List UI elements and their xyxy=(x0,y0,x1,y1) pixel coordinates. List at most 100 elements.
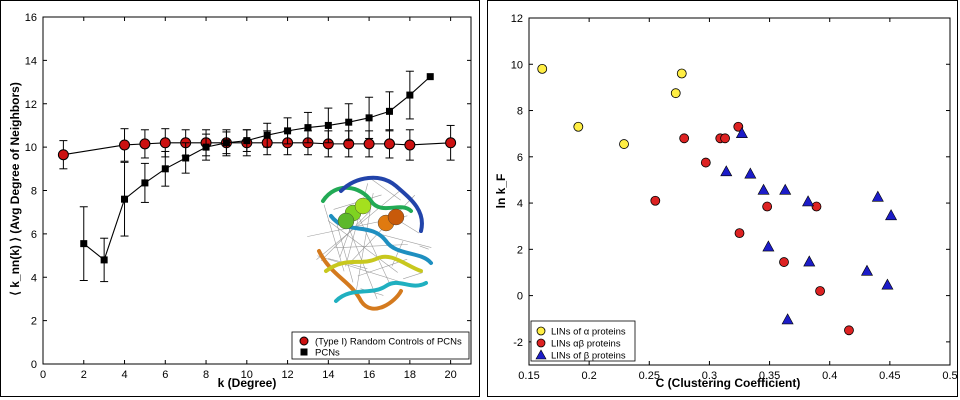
y-tick-label: 12 xyxy=(25,99,37,111)
x-tick-label: 8 xyxy=(203,369,209,381)
data-point xyxy=(881,278,894,290)
data-point xyxy=(757,183,770,195)
protein-ribbon xyxy=(339,175,424,233)
data-point xyxy=(815,286,825,296)
contact-mesh-line xyxy=(327,220,398,273)
plot-frame xyxy=(42,16,472,365)
data-point xyxy=(119,139,131,151)
data-point xyxy=(885,209,898,221)
data-point xyxy=(304,124,312,132)
data-point xyxy=(803,255,816,267)
data-point xyxy=(735,127,748,138)
contact-mesh-line xyxy=(391,240,404,267)
legend-box xyxy=(291,331,470,360)
y-tick-label: 2 xyxy=(31,316,37,328)
data-point xyxy=(619,139,629,149)
data-point xyxy=(345,118,353,126)
x-tick-label: 12 xyxy=(281,369,293,381)
y-axis-label: ln k_F xyxy=(494,174,508,209)
contact-mesh-line xyxy=(316,189,401,260)
data-point xyxy=(762,201,773,212)
y-tick-label: 6 xyxy=(517,152,523,164)
y-axis-label: ⟨ k_nn(k) ⟩ (Avg Degree of Neighbors) xyxy=(8,82,22,296)
data-point xyxy=(141,179,149,187)
data-point xyxy=(779,257,789,267)
y-tick-label: 2 xyxy=(517,244,523,256)
y-tick-label: 14 xyxy=(25,55,37,67)
data-point xyxy=(762,240,775,252)
x-tick-label: 10 xyxy=(241,369,253,381)
contact-mesh-line xyxy=(354,207,391,286)
data-point xyxy=(650,195,661,206)
residue-sphere xyxy=(354,197,372,215)
x-tick-label: 2 xyxy=(81,369,87,381)
contact-mesh-line xyxy=(355,192,374,295)
data-point xyxy=(733,121,744,132)
contact-mesh-line xyxy=(317,255,400,282)
data-point xyxy=(161,165,169,173)
y-tick-label: 0 xyxy=(31,359,37,371)
data-point xyxy=(202,143,210,151)
x-tick-label: 0 xyxy=(40,369,46,381)
right-chart-panel: 0.15 0.2 0.25 0.3 0.35 0.4 0.45 0.5 -2 0 2 4 6 8 10 12 … xyxy=(487,0,958,397)
legend-label: (Type I) Random Controls of PCNs xyxy=(315,337,462,348)
contact-mesh-line xyxy=(403,272,423,280)
data-point xyxy=(222,139,230,147)
x-tick-label: 0.35 xyxy=(759,370,780,382)
data-point xyxy=(121,195,129,203)
contact-mesh-line xyxy=(334,244,408,249)
x-tick-label: 14 xyxy=(322,369,334,381)
residue-sphere xyxy=(387,208,405,226)
x-tick-label: 16 xyxy=(363,369,375,381)
data-point xyxy=(426,73,434,81)
y-tick-label: 0 xyxy=(517,291,523,303)
legend-box xyxy=(530,320,636,362)
legend-label: LINs of α proteins xyxy=(551,327,626,338)
legend-marker xyxy=(535,349,547,360)
data-point xyxy=(383,138,395,150)
data-point xyxy=(779,183,792,195)
data-point xyxy=(670,88,681,99)
data-point xyxy=(781,313,794,325)
x-tick-label: 18 xyxy=(404,369,416,381)
data-point xyxy=(406,91,414,99)
data-point xyxy=(573,121,584,132)
data-point xyxy=(734,228,745,239)
x-tick-label: 0.4 xyxy=(822,370,837,382)
data-point xyxy=(324,121,332,129)
data-point xyxy=(80,240,88,248)
protein-ribbon xyxy=(334,280,428,303)
x-axis-label: k (Degree) xyxy=(218,376,277,390)
x-tick-label: 0.2 xyxy=(581,370,596,382)
data-point xyxy=(363,138,375,150)
data-point xyxy=(100,256,108,264)
data-point xyxy=(676,68,687,79)
data-point xyxy=(802,195,815,207)
y-tick-label: 4 xyxy=(517,198,523,210)
left-chart-panel: 0 2 4 6 8 10 12 14 16 18 20 0 2 4 6 8 10 12 14 16 (Type I) … xyxy=(0,0,480,397)
folding-rate-scatter-chart: 0.15 0.2 0.25 0.3 0.35 0.4 0.45 0.5-2024681012 … xyxy=(494,13,957,390)
x-tick-label: 4 xyxy=(121,369,127,381)
data-point xyxy=(860,264,874,276)
x-axis-label: C (Clustering Coefficient) xyxy=(656,376,801,390)
data-point xyxy=(844,325,854,336)
data-point xyxy=(537,63,548,74)
protein-ribbon xyxy=(321,185,413,213)
contact-mesh-line xyxy=(323,204,345,272)
legend-marker xyxy=(536,338,546,348)
x-tick-label: 0.3 xyxy=(702,370,717,382)
legend-label: LINs αβ proteins xyxy=(551,339,621,350)
legend-label: LINs of β proteins xyxy=(551,351,626,362)
data-point xyxy=(182,154,190,162)
x-tick-label: 0.5 xyxy=(942,370,957,382)
data-point xyxy=(720,165,733,177)
plot-frame xyxy=(528,17,951,366)
residue-sphere xyxy=(337,212,355,230)
data-point xyxy=(744,167,757,179)
data-point xyxy=(811,201,822,212)
data-point xyxy=(139,138,151,150)
x-tick-label: 0.15 xyxy=(518,370,539,382)
data-point xyxy=(159,137,171,149)
x-tick-label: 0.25 xyxy=(639,370,660,382)
